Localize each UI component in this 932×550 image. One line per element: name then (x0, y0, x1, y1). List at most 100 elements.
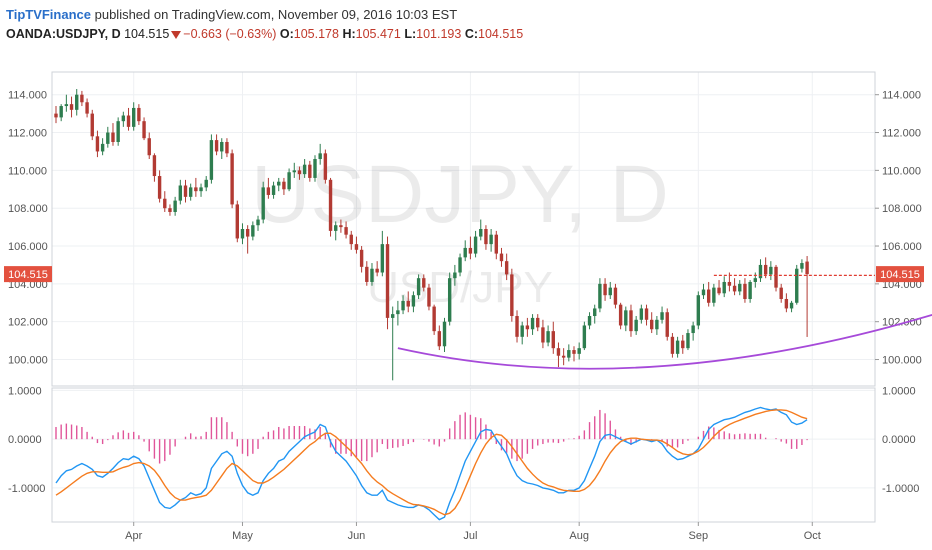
candle (157, 170, 162, 203)
price-tick-label-left: 114.000 (8, 90, 47, 102)
candle-body (297, 170, 302, 175)
rounding-bottom-curve (397, 314, 932, 370)
candle (375, 261, 379, 277)
candle (701, 283, 706, 299)
macd-axis-left[interactable]: 1.0000 0.0000 -1.0000 (8, 385, 45, 494)
candle (572, 346, 576, 362)
candles (54, 89, 809, 381)
candle-body (100, 143, 105, 152)
symbol-label: OANDA:USDJPY, D (6, 27, 121, 41)
last-price-tag-left: 104.515 (4, 266, 52, 283)
candle (334, 221, 338, 241)
candle-body (370, 268, 374, 282)
publisher-name[interactable]: TipTVFinance (6, 7, 91, 22)
candle (406, 291, 410, 313)
candle-body (447, 278, 452, 322)
candle (567, 344, 571, 362)
candle (323, 149, 328, 184)
candle (479, 219, 483, 241)
price-tick-label-right: 110.000 (882, 165, 921, 177)
candle-body (510, 274, 514, 317)
candle (354, 236, 359, 254)
candle (774, 264, 778, 292)
candle (292, 162, 296, 178)
candle-body (546, 331, 550, 343)
macd-axis-right[interactable]: 1.0000 0.0000 -1.0000 (882, 385, 919, 494)
candle-body (261, 187, 265, 220)
candle-body (572, 350, 576, 354)
candle (385, 236, 390, 330)
price-tick-label-left: 102.000 (8, 317, 48, 329)
candle-body (380, 244, 385, 273)
candle (665, 308, 669, 341)
candle (365, 261, 369, 286)
candle (608, 281, 612, 299)
candle-body (437, 331, 442, 347)
candle (100, 138, 105, 156)
time-tick-label: Aug (569, 530, 589, 542)
candle-body (235, 204, 239, 239)
candle (204, 176, 208, 192)
candle-body (308, 164, 312, 178)
candle (587, 312, 592, 330)
macd-panel-frame (51, 387, 876, 523)
candle (178, 179, 183, 205)
candle (758, 259, 763, 282)
candle (235, 200, 239, 243)
candle-body (655, 319, 659, 330)
candle-body (800, 263, 804, 269)
candle-body (463, 247, 467, 258)
candle (282, 177, 286, 195)
macd-tick-label-left: 0.0000 (8, 434, 42, 446)
candle (738, 280, 742, 296)
candle (603, 278, 607, 301)
time-axis[interactable]: Apr May Jun Jul Aug Sep Oct (52, 521, 875, 542)
candle-body (339, 225, 343, 228)
candle-body (344, 227, 348, 235)
candle (660, 306, 664, 324)
candle-body (489, 234, 493, 245)
candle-body (453, 272, 457, 279)
candle (593, 304, 597, 324)
candle-body (209, 140, 214, 180)
time-tick-label: Jul (463, 530, 477, 542)
candle-body (427, 287, 431, 307)
candle-body (168, 208, 172, 212)
candle-body (245, 229, 250, 237)
candle-body (323, 153, 328, 180)
candle-body (365, 266, 369, 282)
price-tick-label-left: 100.000 (8, 355, 48, 367)
candle-body (271, 185, 276, 195)
candle-body (494, 234, 498, 254)
candle-body (422, 278, 426, 288)
candle-body (90, 113, 94, 137)
candle (489, 229, 493, 252)
candle-body (748, 281, 752, 299)
candle-body (758, 264, 763, 279)
candle (598, 278, 602, 313)
candle-body (556, 348, 561, 356)
macd-line (55, 406, 808, 521)
ohlc-legend: OANDA:USDJPY, D 104.515 −0.663 (−0.63%) O… (6, 25, 926, 43)
candle-body (706, 289, 711, 303)
candle (748, 280, 752, 303)
signal-line (55, 409, 808, 516)
candle-body (54, 113, 58, 118)
candle (240, 223, 245, 245)
down-triangle-icon (171, 30, 182, 39)
candle-body (328, 179, 333, 231)
candle-body (644, 308, 649, 320)
candle (499, 247, 504, 267)
candle-body (525, 325, 530, 330)
price-axis-left[interactable]: 114.000112.000110.000108.000106.000104.0… (8, 90, 48, 367)
candle-body (95, 136, 100, 152)
candle (468, 236, 473, 260)
high-label: H: (342, 27, 356, 41)
candle (582, 321, 587, 351)
candle-body (163, 198, 167, 209)
candle-body (199, 187, 203, 192)
candle-body (214, 140, 219, 152)
candle-body (686, 333, 690, 349)
candle-body (499, 253, 504, 262)
